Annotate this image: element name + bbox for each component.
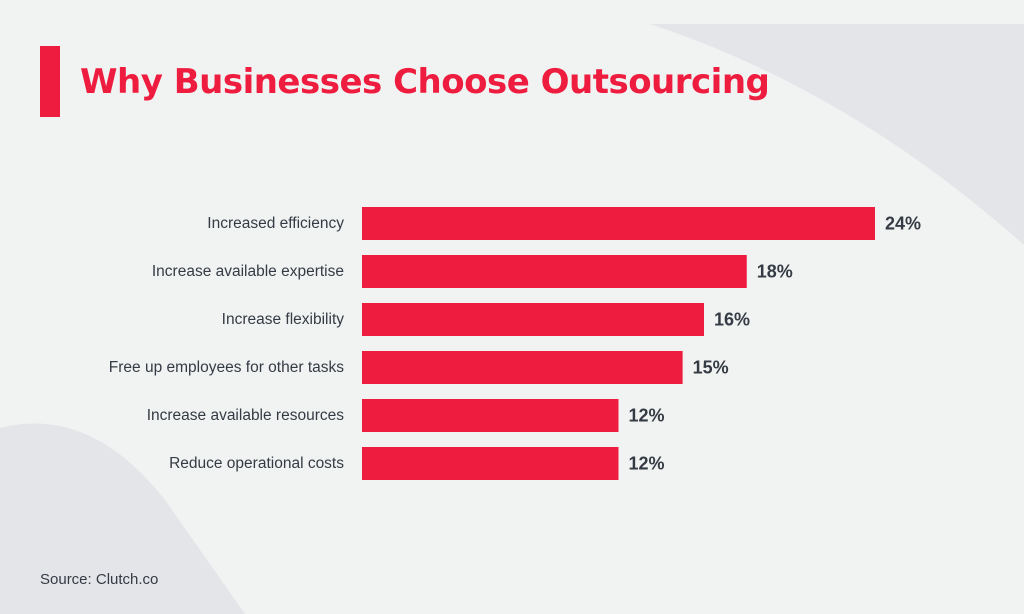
value-label: 15% bbox=[693, 358, 729, 378]
value-label: 12% bbox=[629, 454, 665, 474]
value-label: 24% bbox=[885, 214, 921, 234]
bar bbox=[362, 399, 619, 432]
bar bbox=[362, 207, 875, 240]
value-label: 16% bbox=[714, 310, 750, 330]
value-label: 12% bbox=[629, 406, 665, 426]
chart-title: Why Businesses Choose Outsourcing bbox=[80, 62, 770, 102]
title-accent-bar bbox=[40, 46, 60, 117]
bar bbox=[362, 303, 704, 336]
category-label: Increase available resources bbox=[147, 407, 345, 424]
category-label: Free up employees for other tasks bbox=[109, 359, 344, 376]
background-shape-bottom-left bbox=[0, 423, 245, 614]
bar bbox=[362, 351, 683, 384]
category-label: Increase flexibility bbox=[222, 311, 345, 328]
bar bbox=[362, 447, 619, 480]
bar bbox=[362, 255, 747, 288]
background-shape-top-right bbox=[650, 24, 1024, 245]
category-label: Reduce operational costs bbox=[169, 455, 344, 472]
category-label: Increased efficiency bbox=[207, 215, 344, 232]
category-label: Increase available expertise bbox=[152, 263, 344, 280]
source-note: Source: Clutch.co bbox=[40, 571, 159, 588]
value-label: 18% bbox=[757, 262, 793, 282]
